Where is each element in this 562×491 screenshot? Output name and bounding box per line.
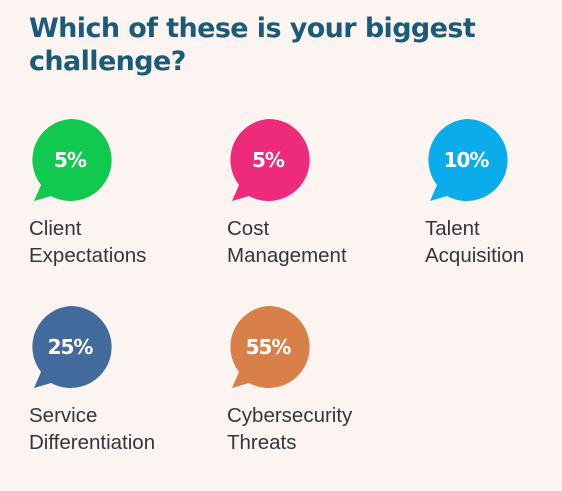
speech-bubble-icon: 55% [227, 305, 310, 392]
label-line: Client [29, 217, 82, 240]
speech-bubble-shape [32, 305, 112, 388]
speech-bubble-icon: 10% [425, 118, 508, 205]
label-line: Threats [227, 431, 297, 454]
chart-title: Which of these is your biggest challenge… [29, 13, 476, 77]
label-line: Expectations [29, 244, 147, 267]
percentage-value: 25% [47, 335, 94, 359]
label-line: Acquisition [425, 244, 525, 267]
challenge-label: Cybersecurity Threats [227, 402, 407, 456]
speech-bubble-shape [230, 305, 310, 388]
challenge-item-client-expectations: 5% Client Expectations [29, 118, 209, 267]
speech-bubble-icon: 5% [227, 118, 310, 205]
challenge-item-talent-acquisition: 10% Talent Acquisition [425, 118, 562, 267]
label-line: Talent [425, 217, 480, 240]
label-line: Management [227, 244, 347, 267]
label-line: Cybersecurity [227, 404, 353, 427]
challenge-item-cost-management: 5% Cost Management [227, 118, 407, 267]
speech-bubble-shape [428, 118, 508, 201]
label-line: Service [29, 404, 98, 427]
label-line: Differentiation [29, 431, 156, 454]
challenge-item-service-differentiation: 25% Service Differentiation [29, 305, 209, 454]
challenge-label: Service Differentiation [29, 402, 209, 456]
percentage-value: 5% [54, 148, 87, 172]
percentage-value: 55% [245, 335, 292, 359]
challenge-item-cybersecurity-threats: 55% Cybersecurity Threats [227, 305, 407, 454]
speech-bubble-shape [32, 118, 112, 201]
speech-bubble-icon: 5% [29, 118, 112, 205]
label-line: Cost [227, 217, 270, 240]
challenge-label: Cost Management [227, 215, 407, 269]
speech-bubble-icon: 25% [29, 305, 112, 392]
challenge-label: Talent Acquisition [425, 215, 562, 269]
percentage-value: 5% [252, 148, 285, 172]
challenge-label: Client Expectations [29, 215, 209, 269]
speech-bubble-shape [230, 118, 310, 201]
percentage-value: 10% [443, 148, 490, 172]
